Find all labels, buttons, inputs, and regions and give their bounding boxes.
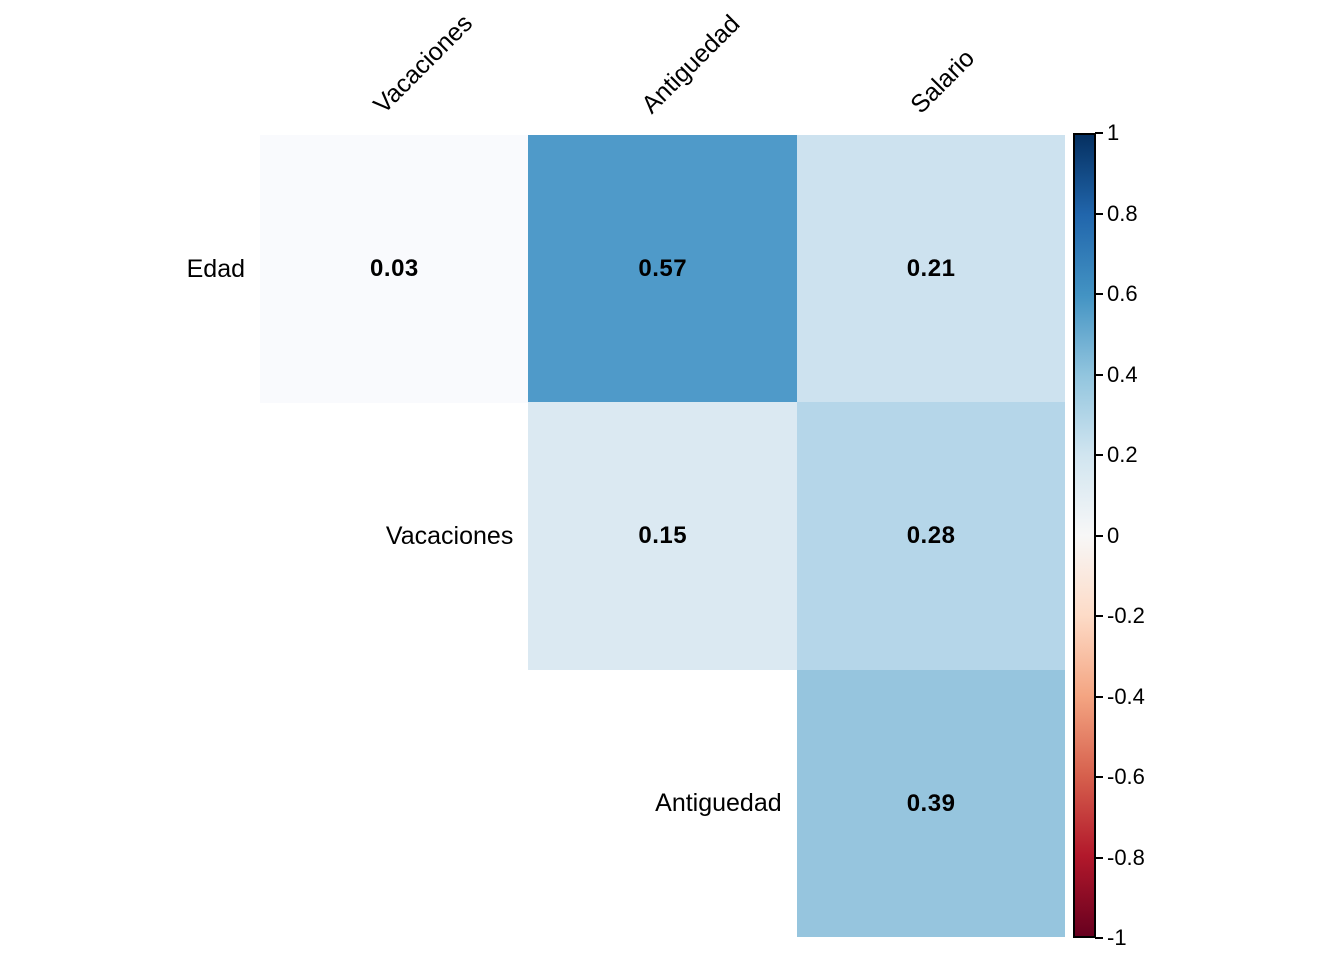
- heatmap-cell-edad-vacaciones: 0.03: [260, 135, 529, 403]
- colorbar-tick-label: 1: [1107, 120, 1120, 145]
- colorbar-tick: [1095, 373, 1103, 376]
- row-label-antiguedad: Antiguedad: [655, 789, 782, 818]
- colorbar-tick-label: -0.2: [1107, 603, 1145, 628]
- colorbar-gradient: [1075, 135, 1094, 936]
- column-label-antiguedad: Antiguedad: [636, 9, 746, 120]
- colorbar-tick: [1095, 937, 1103, 939]
- colorbar-tick: [1095, 293, 1103, 295]
- colorbar-tick-label: 0.2: [1107, 442, 1138, 467]
- row-label-vacaciones: Vacaciones: [385, 521, 514, 550]
- cell-value: 0.57: [638, 254, 688, 282]
- row-label-edad: Edad: [186, 254, 245, 283]
- cell-value: 0.21: [906, 254, 956, 282]
- colorbar-tick: [1095, 695, 1103, 698]
- cell-value: 0.28: [906, 522, 956, 550]
- heatmap-cell-antiguedad-salario: 0.39: [796, 669, 1066, 938]
- colorbar-tick: [1095, 615, 1103, 617]
- colorbar: [1073, 133, 1096, 938]
- heatmap-cell-edad-antiguedad: 0.57: [528, 135, 798, 403]
- colorbar-tick-label: -0.8: [1107, 844, 1145, 870]
- colorbar-tick-label: 0.6: [1107, 281, 1138, 306]
- colorbar-tick: [1095, 534, 1103, 537]
- column-label-vacaciones: Vacaciones: [368, 9, 479, 119]
- colorbar-tick-label: -0.4: [1107, 683, 1145, 709]
- colorbar-tick: [1095, 776, 1103, 778]
- colorbar-tick: [1095, 132, 1103, 134]
- colorbar-tick-label: 0: [1107, 522, 1120, 548]
- heatmap-cell-vacaciones-salario: 0.28: [796, 402, 1066, 671]
- colorbar-tick: [1095, 212, 1103, 215]
- colorbar-tick-label: -1: [1107, 925, 1127, 950]
- cell-value: 0.03: [370, 254, 419, 282]
- cell-value: 0.15: [638, 522, 688, 550]
- heatmap-cell-vacaciones-antiguedad: 0.15: [528, 402, 798, 671]
- column-label-salario: Salario: [905, 44, 980, 120]
- colorbar-tick-label: 0.4: [1107, 361, 1138, 387]
- cell-value: 0.39: [906, 789, 956, 817]
- heatmap-cell-edad-salario: 0.21: [796, 135, 1066, 403]
- colorbar-tick: [1095, 454, 1103, 456]
- colorbar-tick: [1095, 856, 1103, 859]
- colorbar-tick-label: -0.6: [1107, 764, 1145, 789]
- colorbar-tick-label: 0.8: [1107, 200, 1138, 226]
